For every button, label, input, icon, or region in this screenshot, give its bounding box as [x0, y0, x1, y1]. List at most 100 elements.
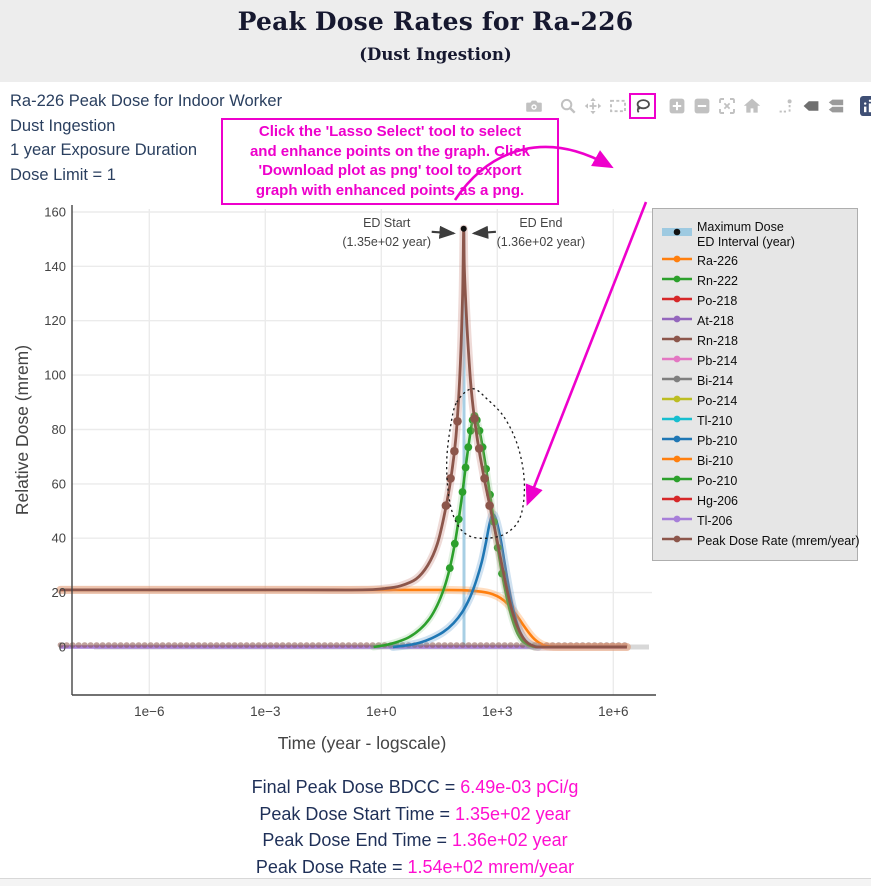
autoscale-button[interactable]: [714, 94, 739, 118]
svg-text:40: 40: [52, 531, 66, 546]
hover-compare-button[interactable]: [823, 94, 848, 118]
svg-text:0: 0: [59, 640, 66, 655]
camera-button[interactable]: [521, 94, 546, 118]
home-icon: [743, 98, 760, 113]
svg-text:160: 160: [44, 205, 66, 220]
legend-label: Pb-214: [697, 353, 738, 368]
chart-canvas[interactable]: ED Start (1.35e+02 year) ED End (1.36e+02 y…: [0, 195, 665, 780]
hover-closest-button[interactable]: [798, 94, 823, 118]
summary-line-bdcc: Final Peak Dose BDCC = 6.49e-03 pCi/g: [251, 777, 579, 797]
legend-line-swatch: [662, 335, 692, 342]
svg-text:80: 80: [52, 422, 66, 437]
callout-line: Click the 'Lasso Select' tool to select: [258, 123, 522, 140]
legend-band-swatch: [662, 228, 692, 236]
svg-text:120: 120: [44, 313, 66, 328]
plotly-logo-icon: [859, 96, 871, 116]
legend-line-swatch: [662, 455, 692, 462]
legend-item-tl-210[interactable]: Tl-210: [661, 411, 851, 431]
page-subtitle: (Dust Ingestion): [359, 45, 512, 64]
legend-label: Rn-218: [697, 333, 738, 348]
legend-line-swatch: [662, 535, 692, 542]
legend-label: Peak Dose Rate (mrem/year): [697, 533, 860, 548]
svg-text:ED Start(1.35e+02 year): ED Start (1.35e+02 year): [342, 216, 431, 249]
instruction-callout: Click the 'Lasso Select' tool to select …: [221, 118, 559, 205]
legend-item-rn-222[interactable]: Rn-222: [661, 271, 851, 291]
home-button[interactable]: [739, 94, 764, 118]
info-line-title: Ra-226 Peak Dose for Indoor Worker: [10, 92, 283, 110]
legend-line-swatch: [662, 295, 692, 302]
legend-item-rn-218[interactable]: Rn-218: [661, 331, 851, 351]
legend-label: Ra-226: [697, 253, 738, 268]
pan-button[interactable]: [580, 94, 605, 118]
legend-label: Po-214: [697, 393, 738, 408]
svg-text:Time (year - logscale): Time (year - logscale): [278, 733, 447, 753]
legend-item-peak-dose-rate-mrem-year-[interactable]: Peak Dose Rate (mrem/year): [661, 531, 860, 551]
legend-line-swatch: [662, 415, 692, 422]
legend-item-po-210[interactable]: Po-210: [661, 471, 851, 491]
legend-item-at-218[interactable]: At-218: [661, 311, 851, 331]
legend-label: Rn-222: [697, 273, 738, 288]
lasso-button[interactable]: [629, 93, 656, 119]
zoom-out-button[interactable]: [689, 94, 714, 118]
callout-line: graph with enhanced points as a png.: [255, 181, 525, 199]
svg-text:1e+6: 1e+6: [598, 704, 628, 719]
autoscale-icon: [718, 98, 735, 114]
info-line-exposure: 1 year Exposure Duration: [10, 141, 198, 159]
lasso-icon: [636, 99, 650, 113]
callout-line: 'Download plot as png' tool to export: [258, 162, 522, 179]
legend-item-pb-210[interactable]: Pb-210: [661, 431, 851, 451]
legend-line-swatch: [662, 475, 692, 482]
callout-line: and enhance points on the graph. Click: [249, 142, 531, 160]
legend-label: Hg-206: [697, 493, 738, 508]
chart-info-block: Ra-226 Peak Dose for Indoor Worker Dust …: [10, 89, 282, 187]
page-header: Peak Dose Rates for Ra-226 (Dust Ingesti…: [0, 0, 871, 82]
legend-label: Tl-210: [697, 413, 733, 428]
svg-text:60: 60: [52, 476, 66, 491]
legend-item-hg-206[interactable]: Hg-206: [661, 491, 851, 511]
legend-item-bi-214[interactable]: Bi-214: [661, 371, 851, 391]
legend-item-po-218[interactable]: Po-218: [661, 291, 851, 311]
legend-line-swatch: [662, 515, 692, 522]
legend-item-ra-226[interactable]: Ra-226: [661, 251, 851, 271]
zoom-in-button[interactable]: [664, 94, 689, 118]
spikelines-button[interactable]: [773, 94, 798, 118]
legend-line-swatch: [662, 275, 692, 282]
legend-line-swatch: [662, 355, 692, 362]
hover-closest-icon: [803, 101, 818, 111]
legend-item-pb-214[interactable]: Pb-214: [661, 351, 851, 371]
legend-label: Po-210: [697, 473, 738, 488]
info-line-dose-limit: Dose Limit = 1: [10, 165, 116, 184]
legend-line-swatch: [662, 395, 692, 402]
camera-icon: [525, 100, 542, 112]
legend-item-bi-210[interactable]: Bi-210: [661, 451, 851, 471]
box-select-button[interactable]: [605, 94, 630, 118]
svg-text:1e+0: 1e+0: [366, 704, 396, 719]
legend-item-maximum-dose[interactable]: Maximum Dose ED Interval (year): [661, 218, 851, 251]
summary-line-end: Peak Dose End Time = 1.36e+02 year: [262, 830, 568, 850]
svg-text:1e+3: 1e+3: [482, 704, 512, 719]
legend-label: Po-218: [697, 293, 738, 308]
zoom-button[interactable]: [555, 94, 580, 118]
svg-text:140: 140: [44, 259, 66, 274]
result-summary: Final Peak Dose BDCC = 6.49e-03 pCi/g Pe…: [0, 774, 830, 880]
info-line-pathway: Dust Ingestion: [10, 116, 116, 135]
legend-line-swatch: [662, 315, 692, 322]
legend-item-po-214[interactable]: Po-214: [661, 391, 851, 411]
summary-line-start: Peak Dose Start Time = 1.35e+02 year: [259, 803, 571, 824]
legend-item-tl-206[interactable]: Tl-206: [661, 511, 851, 531]
legend-line-swatch: [662, 375, 692, 382]
svg-text:20: 20: [52, 585, 66, 600]
footer-strip: [0, 878, 871, 886]
svg-text:Relative Dose (mrem): Relative Dose (mrem): [12, 345, 32, 515]
legend-line-swatch: [662, 495, 692, 502]
chart-card: Ra-226 Peak Dose for Indoor Worker Dust …: [0, 82, 871, 878]
legend-label: Tl-206: [697, 513, 733, 528]
pan-icon: [584, 97, 601, 115]
plotly-logo-button[interactable]: [857, 94, 871, 118]
plotly-modebar: [521, 93, 871, 119]
spikelines-icon: [779, 99, 792, 113]
legend-line-swatch: [662, 255, 692, 262]
zoom-out-icon: [694, 98, 709, 114]
legend-label: At-218: [697, 313, 734, 328]
svg-text:100: 100: [44, 368, 66, 383]
